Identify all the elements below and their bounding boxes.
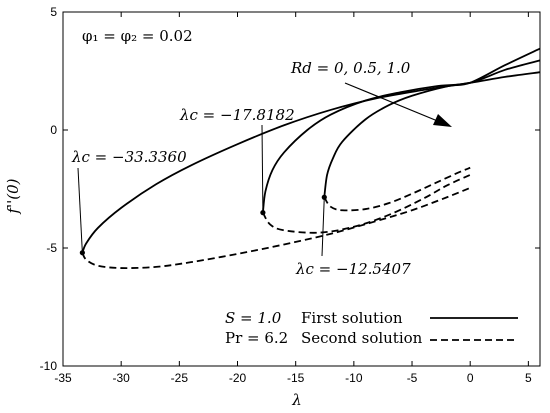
legend-label-first: First solution <box>301 309 403 327</box>
y-tick-label: 5 <box>50 5 57 19</box>
x-tick-label: 0 <box>467 371 474 385</box>
series-second-3 <box>262 174 471 234</box>
y-axis-label: f''(0) <box>4 178 22 214</box>
x-tick-label: -20 <box>229 371 247 385</box>
y-tick-label: 0 <box>50 123 57 137</box>
series-first-4 <box>323 47 541 198</box>
rd-arrow-line <box>344 82 441 123</box>
x-tick-label: -35 <box>54 371 72 385</box>
series-second-1 <box>81 186 471 270</box>
critical-label-2: λc = −17.8182 <box>179 106 295 124</box>
legend: First solution Second solution <box>301 309 518 347</box>
critical-point-3 <box>321 194 327 200</box>
x-tick-label: -30 <box>112 371 130 385</box>
x-tick-label: 5 <box>525 371 532 385</box>
rd-annotation: Rd = 0, 0.5, 1.0 <box>290 59 411 77</box>
legend-label-second: Second solution <box>301 329 423 347</box>
y-tick-label: -5 <box>46 241 57 255</box>
critical-leader-2 <box>261 124 264 213</box>
pr-annotation: Pr = 6.2 <box>225 329 288 347</box>
rd-arrow-head <box>433 114 452 127</box>
critical-leader-1 <box>77 167 83 253</box>
critical-leader-3 <box>321 197 325 257</box>
plot-frame <box>62 11 541 367</box>
x-tick-label: -25 <box>171 371 189 385</box>
x-tick-label: -10 <box>345 371 363 385</box>
critical-label-3: λc = −12.5407 <box>295 260 411 278</box>
x-tick-label: -5 <box>407 371 418 385</box>
x-tick-label: -15 <box>287 371 305 385</box>
y-tick-label: -10 <box>40 359 58 373</box>
series-second-5 <box>323 166 471 212</box>
series-first-2 <box>262 59 541 213</box>
phi-annotation: φ₁ = φ₂ = 0.02 <box>82 27 193 45</box>
x-axis-label: λ <box>291 391 302 409</box>
critical-label-1: λc = −33.3360 <box>71 148 187 166</box>
s-annotation: S = 1.0 <box>225 309 282 327</box>
